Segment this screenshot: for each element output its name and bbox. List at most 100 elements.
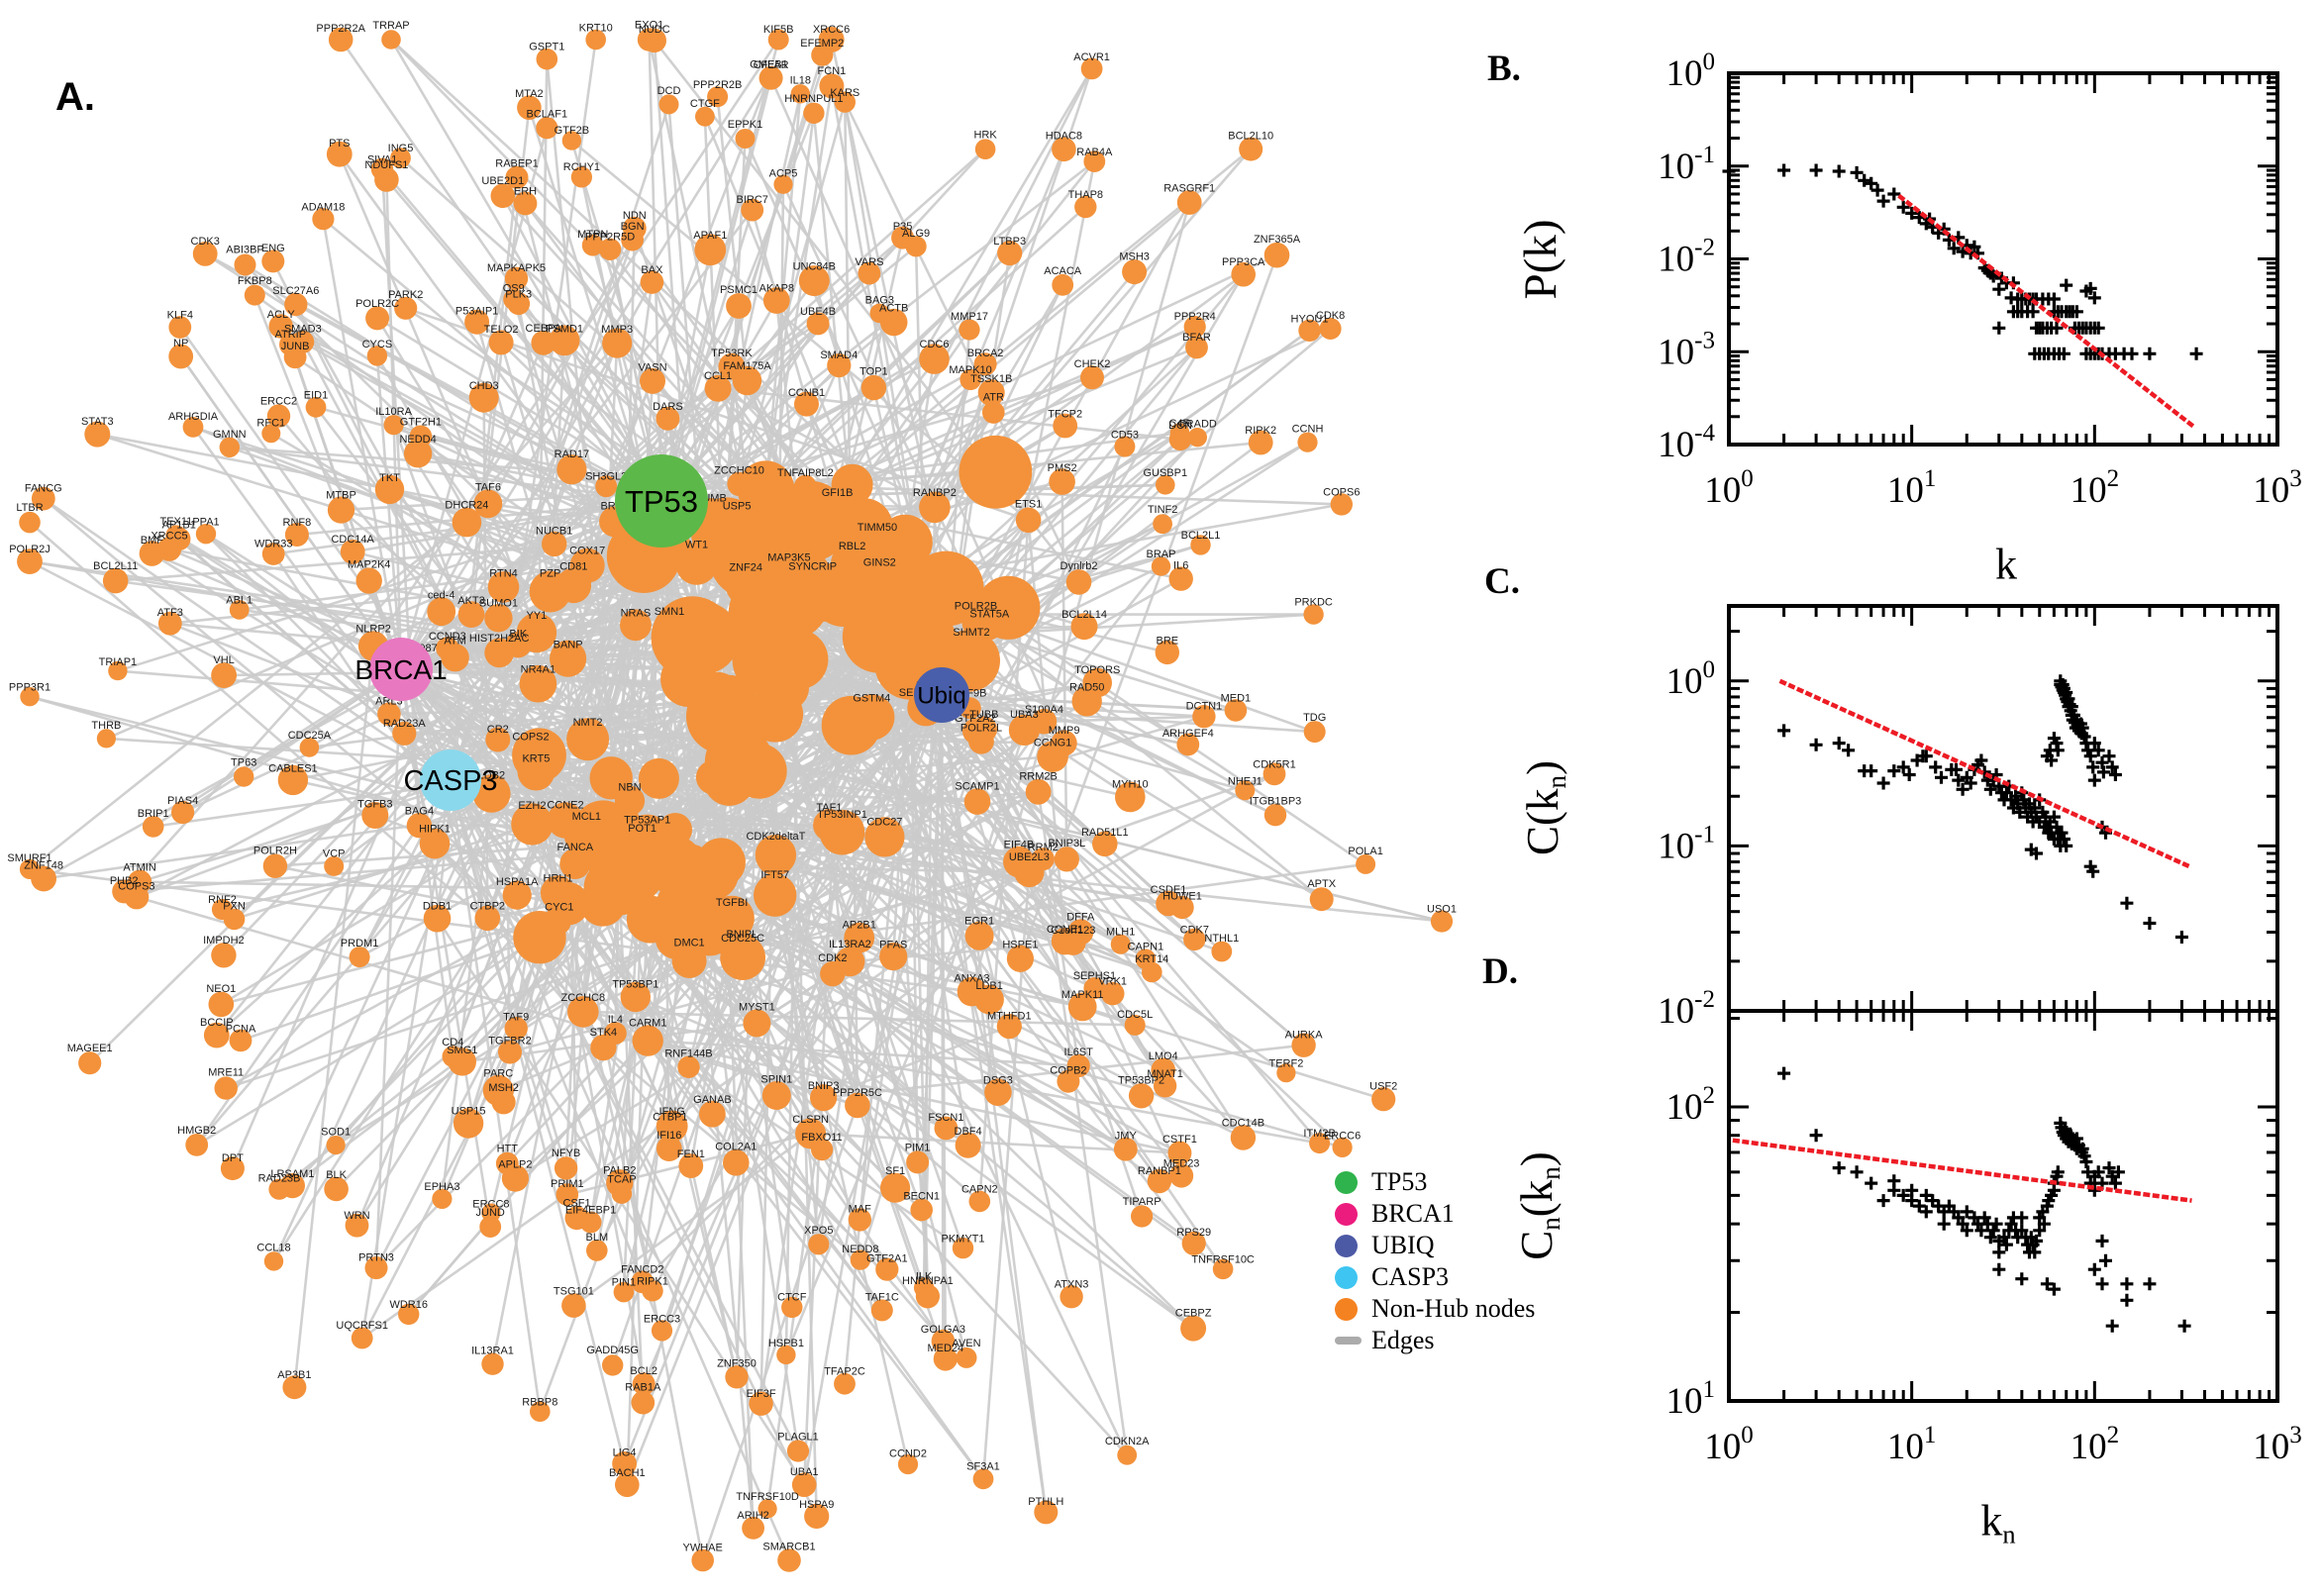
data-point-plus [1992, 1246, 2006, 1259]
network-node [977, 379, 1005, 407]
network-node-label: ZCCHC10 [714, 465, 764, 477]
network-edge [618, 696, 944, 1184]
network-node-label: DPT [222, 1152, 244, 1164]
data-point-plus [1950, 762, 1963, 776]
legend-label: UBIQ [1371, 1231, 1435, 1259]
network-edge [828, 706, 928, 827]
plot-frame [1727, 1009, 2279, 1403]
network-node-label: SF1 [885, 1165, 905, 1177]
network-edge [659, 209, 754, 502]
panel-d-xlabel: kn [1980, 1496, 2015, 1550]
legend-item-brca1: BRCA1 [1335, 1198, 1535, 1230]
network-node-label: FBXO11 [801, 1132, 842, 1144]
network-node-label: TINF2 [1148, 504, 1178, 516]
network-node-label: AP3B1 [277, 1369, 311, 1381]
network-node-label: ZCCHC8 [560, 992, 605, 1004]
network-node-label: MAGEE1 [67, 1043, 113, 1054]
panel-c-plot: 100 10-1 10-2 [1658, 604, 2279, 1032]
network-node [1006, 945, 1034, 972]
network-node-label: GTF2A1 [866, 1253, 908, 1265]
y-tick-label: 10-4 [1658, 420, 1715, 465]
network-node-label: RBL2 [839, 541, 866, 552]
network-node-label: RAD17 [555, 449, 589, 460]
x-tick-labels: 100 101 102 103 [1704, 1422, 2302, 1467]
network-node [1170, 895, 1194, 920]
hub-label-tp53: TP53 [625, 484, 698, 519]
network-node-label: NHEJ1 [1228, 775, 1262, 787]
network-node [345, 1213, 369, 1238]
network-node [1083, 977, 1106, 1000]
y-tick-label: 102 [1666, 1082, 1716, 1128]
network-node [952, 1237, 974, 1259]
network-node [1117, 1445, 1138, 1465]
network-node-label: TOPORS [1074, 664, 1120, 676]
data-point-plus [2111, 1165, 2125, 1179]
network-node-label: PLAGL1 [777, 1432, 819, 1444]
network-node-label: PSMD1 [546, 323, 583, 335]
network-node [482, 1074, 514, 1106]
network-edge [688, 959, 1343, 1149]
network-edge [764, 251, 1011, 491]
network-node-label: VASN [638, 361, 666, 373]
network-node-label: Dynlrb2 [1060, 560, 1098, 572]
network-edge [716, 96, 749, 381]
data-point-plus [1832, 1161, 1846, 1175]
data-point-plus [2028, 1246, 2042, 1259]
network-node-label: PXN [223, 900, 246, 912]
network-node [864, 817, 905, 857]
network-node [1309, 887, 1334, 912]
data-point-plus [1809, 738, 1823, 751]
network-node-label: IL6ST [1064, 1047, 1094, 1058]
network-node [102, 567, 129, 594]
data-point-plus [1777, 1066, 1791, 1080]
network-node-label: CD4 [442, 1037, 463, 1048]
network-node-label: PPP2R4 [1174, 311, 1216, 323]
x-tick-label: 100 [1704, 1422, 1754, 1467]
network-node [595, 475, 618, 498]
network-node [1100, 981, 1125, 1006]
network-node-label: GTF2H1 [400, 417, 442, 429]
network-node-label: PPP3R1 [9, 682, 50, 694]
network-node-label: CDK2 [818, 952, 847, 964]
network-node [1083, 150, 1106, 173]
data-point-plus [2143, 347, 2157, 360]
network-node [891, 226, 915, 249]
network-node-label: ZNF365A [1254, 234, 1301, 246]
legend-item-tp53: TP53 [1335, 1166, 1535, 1198]
network-node [566, 718, 610, 761]
network-node [1239, 137, 1263, 161]
network-node-label: SF3A1 [966, 1461, 1000, 1473]
network-node-label: BCL2L14 [1061, 609, 1107, 621]
network-node [1168, 566, 1193, 591]
network-node-label: ATRIP [275, 329, 307, 341]
data-point-plus [2095, 1234, 2109, 1247]
network-node [305, 396, 327, 418]
network-node [377, 702, 401, 727]
network-node-label: SIVA1 [367, 154, 397, 166]
network-node [640, 367, 665, 394]
network-edge [375, 355, 403, 670]
network-node [392, 721, 417, 746]
network-node [758, 68, 779, 88]
network-node [602, 328, 633, 358]
network-node-label: CDC5L [1117, 1009, 1153, 1021]
network-edge [1019, 254, 1278, 959]
data-point-plus [1876, 776, 1890, 790]
axis-label-subscript: n [1542, 775, 1572, 789]
network-node [850, 1249, 871, 1270]
network-node [419, 828, 451, 859]
panel-b-xlabel: k [1995, 540, 2017, 590]
network-node-label: RNF8 [283, 517, 312, 529]
network-node-label: COX17 [569, 546, 605, 557]
network-node-label: BGN [621, 221, 645, 233]
network-node-label: MAP2K4 [348, 558, 390, 570]
network-node-label: ITM2B [1303, 1128, 1335, 1140]
network-node-label: BAX [641, 264, 663, 276]
network-node-label: DFFA [1066, 911, 1095, 923]
network-node-label: CYCS [362, 339, 393, 350]
network-node-label: GTF2A2 [955, 713, 996, 725]
network-node [658, 94, 679, 115]
data-point-plus [2105, 1319, 2119, 1333]
network-node-label: CTBP1 [653, 1112, 687, 1124]
